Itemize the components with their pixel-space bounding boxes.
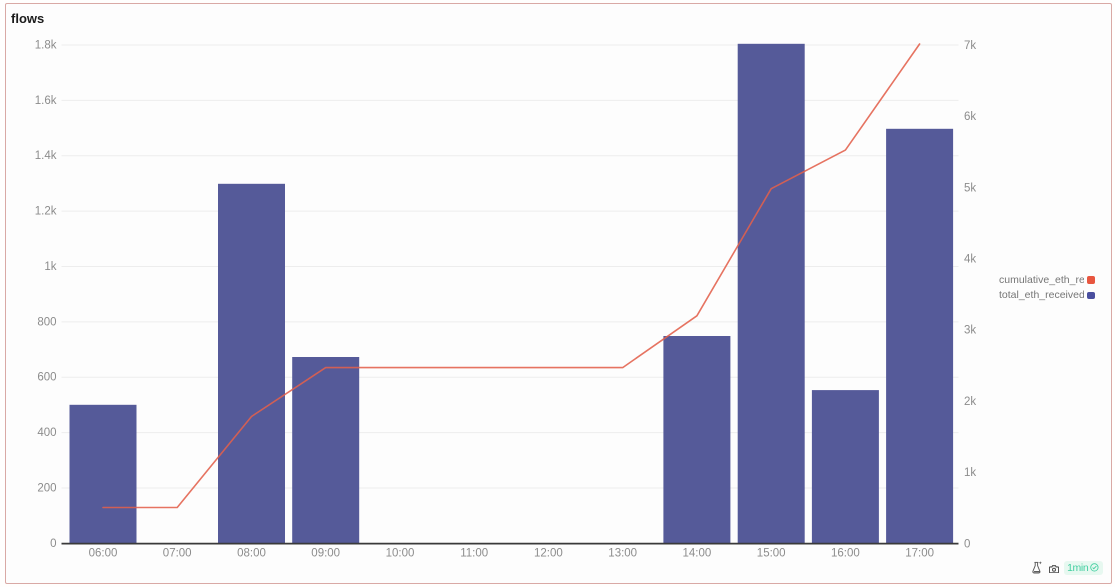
- svg-text:1k: 1k: [44, 261, 56, 273]
- svg-text:1.4k: 1.4k: [35, 150, 57, 162]
- svg-text:13:00: 13:00: [608, 548, 637, 560]
- svg-text:08:00: 08:00: [237, 548, 266, 560]
- svg-text:15:00: 15:00: [757, 548, 786, 560]
- svg-text:09:00: 09:00: [311, 548, 340, 560]
- svg-text:11:00: 11:00: [460, 548, 488, 560]
- svg-text:10:00: 10:00: [386, 548, 415, 560]
- svg-text:06:00: 06:00: [89, 548, 118, 560]
- svg-text:07:00: 07:00: [163, 548, 192, 560]
- svg-text:2k: 2k: [964, 396, 976, 408]
- svg-text:1.6k: 1.6k: [35, 95, 57, 107]
- svg-text:200: 200: [37, 482, 56, 494]
- svg-text:14:00: 14:00: [683, 548, 712, 560]
- svg-text:1.2k: 1.2k: [35, 206, 57, 218]
- svg-text:1.8k: 1.8k: [35, 39, 57, 51]
- svg-text:600: 600: [37, 372, 56, 384]
- svg-text:400: 400: [37, 427, 56, 439]
- svg-text:0: 0: [964, 538, 970, 550]
- svg-text:5k: 5k: [964, 182, 976, 194]
- svg-text:6k: 6k: [964, 111, 976, 123]
- svg-text:4k: 4k: [964, 254, 976, 266]
- svg-text:7k: 7k: [964, 40, 976, 52]
- svg-text:800: 800: [37, 316, 56, 328]
- svg-text:12:00: 12:00: [534, 548, 563, 560]
- svg-text:17:00: 17:00: [905, 548, 934, 560]
- svg-text:1k: 1k: [964, 467, 976, 479]
- svg-text:3k: 3k: [964, 325, 976, 337]
- svg-text:0: 0: [50, 538, 56, 550]
- svg-text:16:00: 16:00: [831, 548, 860, 560]
